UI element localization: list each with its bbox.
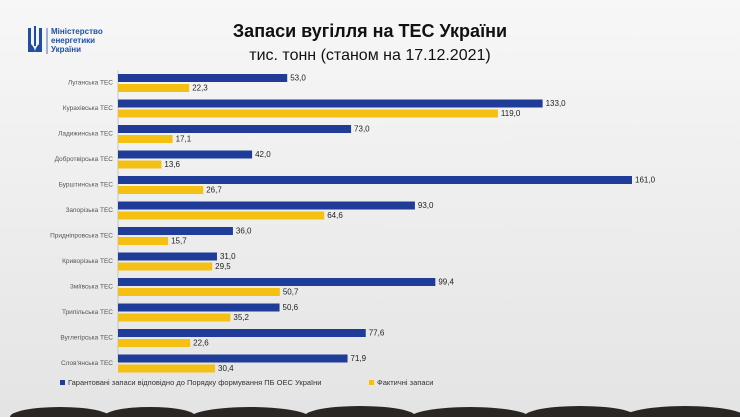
bar <box>118 278 436 286</box>
value-label: 161,0 <box>635 176 656 185</box>
value-label: 42,0 <box>255 150 271 159</box>
category-label: Луганська ТЕС <box>68 80 113 87</box>
bar <box>118 262 213 271</box>
legend-label: Фактичні запаси <box>377 378 433 387</box>
value-label: 31,0 <box>220 252 236 261</box>
coal-pile <box>10 406 740 417</box>
value-label: 30,4 <box>218 364 234 373</box>
value-label: 99,4 <box>438 278 454 287</box>
value-label: 133,0 <box>546 99 567 108</box>
value-label: 50,7 <box>283 288 299 297</box>
value-label: 22,6 <box>193 339 209 348</box>
value-label: 93,0 <box>418 201 434 210</box>
bar <box>118 354 348 363</box>
category-label: Ладижинська ТЕС <box>58 131 113 138</box>
bar <box>118 364 216 373</box>
category-label: Придніпровська ТЕС <box>50 232 113 240</box>
bar <box>118 211 325 220</box>
category-label: Бурштинська ТЕС <box>59 182 114 189</box>
logo-text: енергетики <box>51 36 95 45</box>
category-label: Зміївська ТЕС <box>70 283 113 291</box>
value-label: 73,0 <box>354 125 370 134</box>
value-label: 35,2 <box>233 313 249 322</box>
value-label: 26,7 <box>206 186 222 195</box>
value-label: 64,6 <box>327 211 343 220</box>
legend-swatch <box>60 380 65 385</box>
value-label: 15,7 <box>171 237 187 246</box>
category-label: Курахівська ТЕС <box>63 104 114 112</box>
bar <box>118 227 233 235</box>
value-label: 36,0 <box>236 227 252 236</box>
category-label: Запорізька ТЕС <box>65 206 113 214</box>
value-label: 29,5 <box>215 262 231 271</box>
value-label: 22,3 <box>192 84 208 93</box>
category-label: Трипільська ТЕС <box>62 308 113 316</box>
legend-label: Гарантовані запаси відповідно до Порядку… <box>68 378 321 387</box>
bar <box>118 109 498 118</box>
chart-subtitle: тис. тонн (станом на 17.12.2021) <box>249 47 490 64</box>
bar <box>118 84 190 92</box>
value-label: 77,6 <box>369 329 385 338</box>
logo-text: України <box>51 45 81 54</box>
bar <box>118 99 543 108</box>
value-label: 53,0 <box>290 74 306 83</box>
bar <box>118 186 204 194</box>
bar <box>118 329 366 337</box>
value-label: 50,6 <box>283 303 299 312</box>
category-label: Криворізька ТЕС <box>62 257 113 265</box>
bar <box>118 74 288 82</box>
bar <box>118 252 217 261</box>
chart-title: Запаси вугілля на ТЕС України <box>233 21 507 41</box>
bar <box>118 176 632 184</box>
category-label: Добротвірська ТЕС <box>55 155 114 163</box>
bar <box>118 125 352 133</box>
value-label: 13,6 <box>164 160 180 169</box>
legend-swatch <box>369 380 374 385</box>
value-label: 17,1 <box>176 135 192 144</box>
bar <box>118 150 253 159</box>
bar <box>118 339 191 347</box>
logo-text: Міністерство <box>51 27 103 36</box>
category-label: Вуглегірська ТЕС <box>60 334 113 342</box>
value-label: 119,0 <box>501 109 521 118</box>
value-label: 71,9 <box>351 354 367 363</box>
bar <box>118 288 280 296</box>
category-label: Слов'янська ТЕС <box>61 360 113 367</box>
bar <box>118 303 280 312</box>
logo-icon <box>28 26 42 52</box>
bar <box>118 160 162 169</box>
bar <box>118 237 169 245</box>
bar <box>118 313 231 322</box>
bar <box>118 201 415 210</box>
bar <box>118 135 173 143</box>
